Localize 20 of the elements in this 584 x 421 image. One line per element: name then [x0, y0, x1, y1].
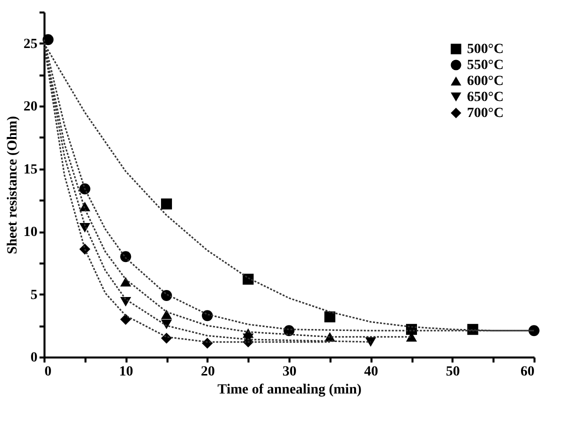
y-tick-label: 25	[24, 36, 38, 52]
legend-label: 500°C	[467, 42, 504, 57]
y-tick-label: 10	[24, 225, 38, 240]
x-tick-label: 20	[200, 364, 215, 380]
y-tick-label: 0	[30, 350, 38, 366]
x-tick-label: 30	[282, 364, 296, 380]
x-tick-label: 40	[364, 364, 378, 380]
x-tick-label: 10	[119, 364, 134, 380]
legend-label: 550°C	[467, 58, 504, 73]
y-tick-label: 15	[24, 162, 38, 178]
legend-label: 650°C	[467, 90, 504, 105]
x-tick-label: 0	[44, 364, 52, 380]
y-axis-title: Sheet resistance (Ohm)	[6, 116, 20, 254]
x-axis-title: Time of annealing (min)	[217, 382, 362, 398]
x-tick-label: 50	[446, 364, 460, 380]
y-tick-label: 5	[30, 288, 38, 303]
legend-label: 700°C	[467, 106, 504, 121]
y-tick-label: 20	[24, 100, 38, 115]
x-tick-label: 60	[520, 364, 534, 380]
legend-label: 600°C	[467, 74, 504, 89]
